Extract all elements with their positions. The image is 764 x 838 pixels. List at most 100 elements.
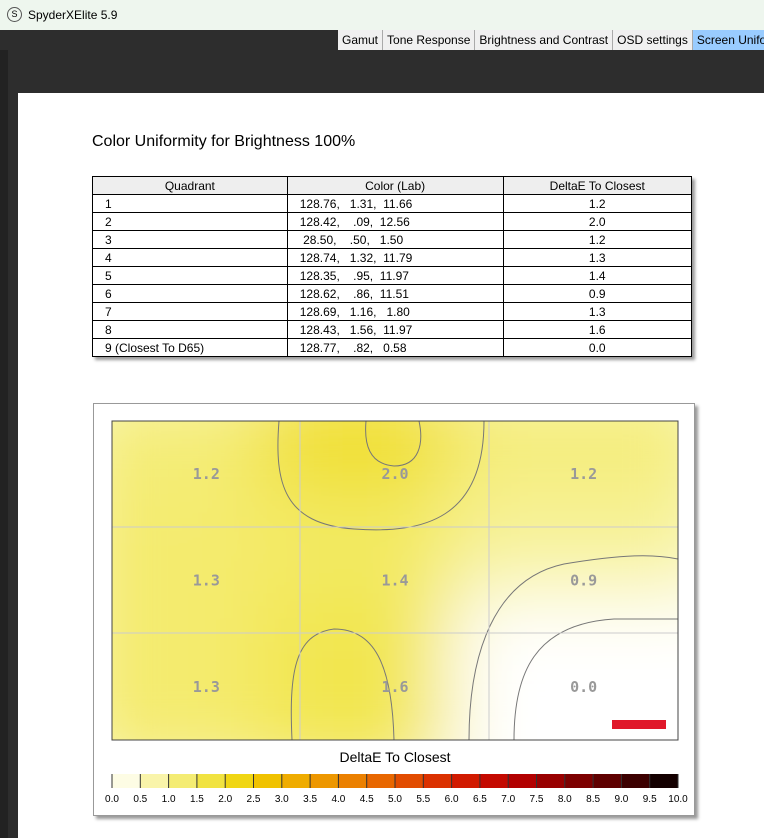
bar-tick-label: 9.0	[614, 794, 628, 805]
bar-tick-label: 1.0	[162, 794, 176, 805]
bar-tick-label: 6.5	[473, 794, 487, 805]
cell: 5	[92, 266, 288, 285]
cell: 0.9	[502, 284, 692, 303]
color-bin	[479, 774, 509, 788]
header-row: Quadrant Color (Lab) DeltaE To Closest	[92, 176, 692, 195]
bar-tick-label: 0.5	[133, 794, 147, 805]
bar-tick-label: 3.5	[303, 794, 317, 805]
table-row: 5 128.35, .95, 11.97 1.4	[92, 266, 692, 285]
cell-label: 1.2	[193, 465, 220, 483]
table-row: 1 128.76, 1.31, 11.66 1.2	[92, 194, 692, 213]
tab[interactable]: Brightness and Contrast	[475, 30, 614, 50]
bar-tick-label: 3.0	[275, 794, 289, 805]
table-row: 4 128.74, 1.32, 11.79 1.3	[92, 248, 692, 267]
sidebar	[0, 50, 8, 838]
bar-tick-label: 7.5	[530, 794, 544, 805]
bar-tick-label: 6.0	[445, 794, 459, 805]
cell: 128.43, 1.56, 11.97	[286, 320, 504, 339]
uniformity-map: 1.2 2.0 1.2 1.3 1.4 0.9 1.3 1.6 0.0 DeltaE To Cl…	[93, 403, 695, 816]
cell: 1.2	[502, 194, 692, 213]
cell: 1.3	[502, 248, 692, 267]
bar-tick-label: 2.5	[247, 794, 261, 805]
color-bin	[649, 774, 678, 788]
column-header: DeltaE To Closest	[502, 176, 692, 195]
cell-label: 0.9	[570, 572, 597, 590]
color-bin	[140, 774, 169, 788]
tab[interactable]: Tone Response	[383, 30, 476, 50]
color-bin	[593, 774, 622, 788]
cell-label: 1.3	[193, 572, 220, 590]
color-bin	[621, 774, 650, 788]
uniformity-table: Quadrant Color (Lab) DeltaE To Closest 1 128…	[92, 176, 692, 357]
bar-tick-label: 7.0	[501, 794, 515, 805]
cell: 7	[92, 302, 288, 321]
bar-tick-label: 10.0	[668, 794, 688, 805]
bar-tick-label: 5.5	[416, 794, 430, 805]
heat	[112, 421, 678, 740]
table-row: 3 28.50, .50, 1.50 1.2	[92, 230, 692, 249]
cell: 1.3	[502, 302, 692, 321]
legend-title: DeltaE To Closest	[339, 749, 450, 765]
color-bin	[536, 774, 565, 788]
cell: 2	[92, 212, 288, 231]
color-bin	[310, 774, 339, 788]
bar-tick-label: 0.0	[105, 794, 119, 805]
cell: 0.0	[502, 338, 692, 357]
cell: 4	[92, 248, 288, 267]
color-bin	[508, 774, 537, 788]
bar-tick-label: 2.0	[218, 794, 232, 805]
color-bin	[281, 774, 311, 788]
report-page: Color Uniformity for Brightness 100% Qua…	[18, 93, 764, 838]
marker	[612, 720, 666, 729]
bar-tick-label: 4.0	[331, 794, 345, 805]
color-bin	[253, 774, 282, 788]
color-bin	[451, 774, 480, 788]
cell: 2.0	[502, 212, 692, 231]
cell-label: 2.0	[381, 465, 408, 483]
table-row: 2 128.42, .09, 12.56 2.0	[92, 212, 692, 231]
cell: 128.76, 1.31, 11.66	[286, 194, 504, 213]
table-row: 9 (Closest To D65) 128.77, .82, 0.58 0.0	[92, 338, 692, 357]
cell: 6	[92, 284, 288, 303]
map-frame	[111, 420, 679, 741]
cell: 1.6	[502, 320, 692, 339]
tab-bar: Gamut Tone Response Brightness and Contras…	[338, 30, 764, 50]
contours	[277, 421, 678, 740]
table-row: 6 128.62, .86, 11.51 0.9	[92, 284, 692, 303]
cell: 28.50, .50, 1.50	[286, 230, 504, 249]
cell-label: 0.0	[570, 678, 597, 696]
cell: 128.42, .09, 12.56	[286, 212, 504, 231]
cell-label: 1.4	[381, 572, 408, 590]
bar-tick-label: 9.5	[643, 794, 657, 805]
cell: 3	[92, 230, 288, 249]
cell: 128.77, .82, 0.58	[286, 338, 504, 357]
table-row: 7 128.69, 1.16, 1.80 1.3	[92, 302, 692, 321]
heat-cell	[449, 593, 678, 740]
table-row: 8 128.43, 1.56, 11.97 1.6	[92, 320, 692, 339]
cell: 1.4	[502, 266, 692, 285]
app-icon: S	[7, 7, 22, 22]
bar-tick-label: 8.0	[558, 794, 572, 805]
tab[interactable]: OSD settings	[613, 30, 693, 50]
title-bar: S SpyderXElite 5.9	[0, 0, 764, 30]
window-title: SpyderXElite 5.9	[28, 8, 118, 22]
cell: 128.69, 1.16, 1.80	[286, 302, 504, 321]
color-bin	[338, 774, 367, 788]
cell-label: 1.6	[381, 678, 408, 696]
grid	[112, 421, 678, 740]
heading: Color Uniformity for Brightness 100%	[92, 133, 356, 150]
cell: 1.2	[502, 230, 692, 249]
tab[interactable]: Screen Uniformity	[692, 30, 764, 50]
cell-label: 1.3	[193, 678, 220, 696]
bar-tick-label: 4.5	[360, 794, 374, 805]
cell: 128.62, .86, 11.51	[286, 284, 504, 303]
column-header: Color (Lab)	[286, 176, 504, 195]
bar-tick-label: 8.5	[586, 794, 600, 805]
cell: 8	[92, 320, 288, 339]
bar-tick-label: 5.0	[388, 794, 402, 805]
color-bin	[366, 774, 395, 788]
tab[interactable]: Gamut	[338, 30, 384, 50]
color-bin	[196, 774, 226, 788]
cell: 9 (Closest To D65)	[92, 338, 288, 357]
